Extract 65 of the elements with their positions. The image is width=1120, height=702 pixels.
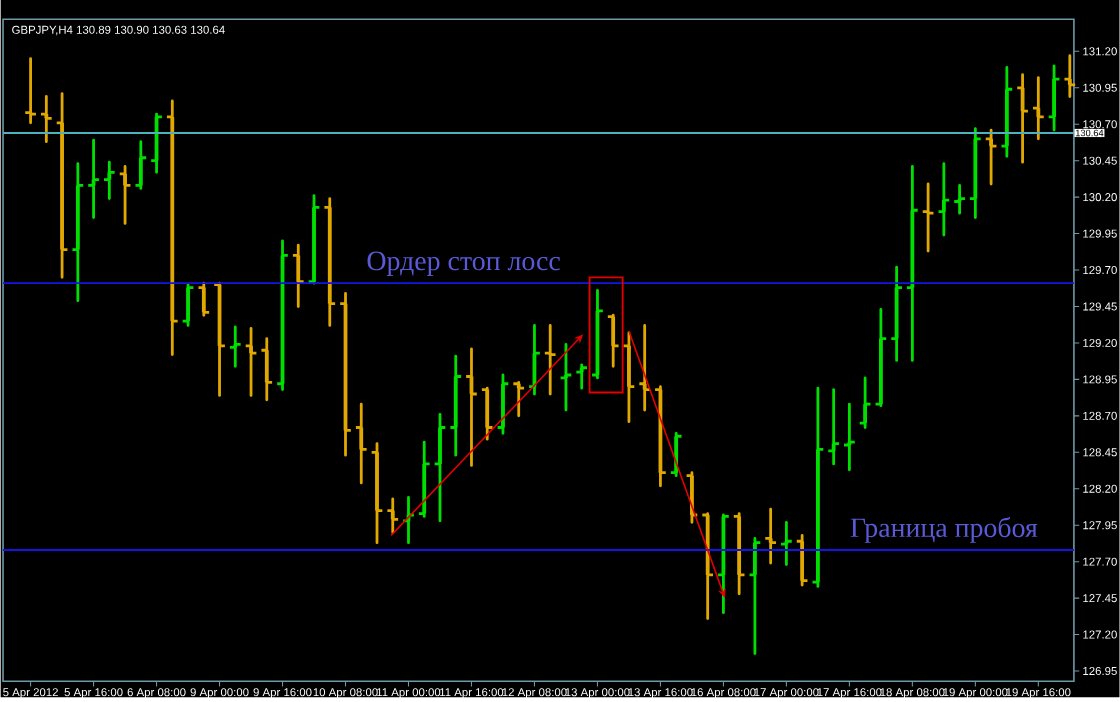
candlestick xyxy=(606,314,620,369)
candlestick xyxy=(1063,54,1077,99)
candlestick xyxy=(354,403,369,485)
candlestick xyxy=(291,244,306,309)
candlestick xyxy=(260,337,274,402)
candlestick xyxy=(685,471,699,525)
candlestick xyxy=(307,194,321,285)
candlestick xyxy=(86,139,101,220)
candlestick xyxy=(197,282,211,318)
candlestick xyxy=(433,413,447,523)
candlestick xyxy=(952,184,967,216)
candlestick xyxy=(401,496,416,545)
candlestick xyxy=(55,92,69,280)
candlestick xyxy=(637,324,652,412)
candlestick xyxy=(763,508,778,565)
ref-line-label: Граница пробоя xyxy=(850,517,1038,544)
candlestick xyxy=(826,388,841,466)
candlestick xyxy=(338,292,353,458)
candlestick xyxy=(874,308,888,408)
candlestick xyxy=(889,266,904,363)
candlestick xyxy=(134,140,148,191)
candlestick xyxy=(228,325,243,369)
candlestick xyxy=(559,343,573,412)
candlestick xyxy=(1015,73,1030,164)
candlestick xyxy=(937,162,951,237)
candlestick xyxy=(622,331,636,424)
candlestick xyxy=(543,324,557,396)
candlestick xyxy=(748,537,762,656)
candlestick xyxy=(984,129,998,186)
candlestick xyxy=(244,327,258,398)
candlestick xyxy=(1031,76,1046,141)
candlestick xyxy=(858,376,872,430)
candlestick xyxy=(968,127,983,220)
candlestick xyxy=(448,355,463,458)
candlestick xyxy=(181,283,195,328)
candlestick xyxy=(370,442,384,545)
candlestick xyxy=(385,498,400,535)
candlestick xyxy=(480,387,494,442)
candlestick xyxy=(23,57,38,125)
candlestick xyxy=(842,403,857,472)
candlestick xyxy=(71,162,85,303)
candlestick xyxy=(732,512,746,596)
candlestick xyxy=(165,99,180,357)
candlestick xyxy=(1000,66,1014,159)
candlestick xyxy=(464,347,479,468)
candlestick xyxy=(417,441,431,519)
candlestick xyxy=(39,95,54,144)
candlestick xyxy=(275,239,290,392)
candlestick xyxy=(905,165,920,363)
candlestick xyxy=(700,512,715,621)
candlestick xyxy=(574,363,589,390)
candlestick xyxy=(779,521,794,567)
candlestick xyxy=(496,374,510,436)
candlestick xyxy=(511,381,526,418)
candlestick xyxy=(653,385,668,488)
ref-line-label: Ордер стоп лосс xyxy=(367,252,560,277)
candlestick xyxy=(669,432,683,478)
candlestick xyxy=(323,197,337,328)
candlestick xyxy=(811,387,825,589)
candlestick xyxy=(1047,64,1061,132)
candlestick xyxy=(527,324,542,396)
candlestick xyxy=(102,161,117,201)
candlestick xyxy=(921,183,935,253)
candlestick xyxy=(118,165,132,226)
candlestick xyxy=(795,534,809,587)
